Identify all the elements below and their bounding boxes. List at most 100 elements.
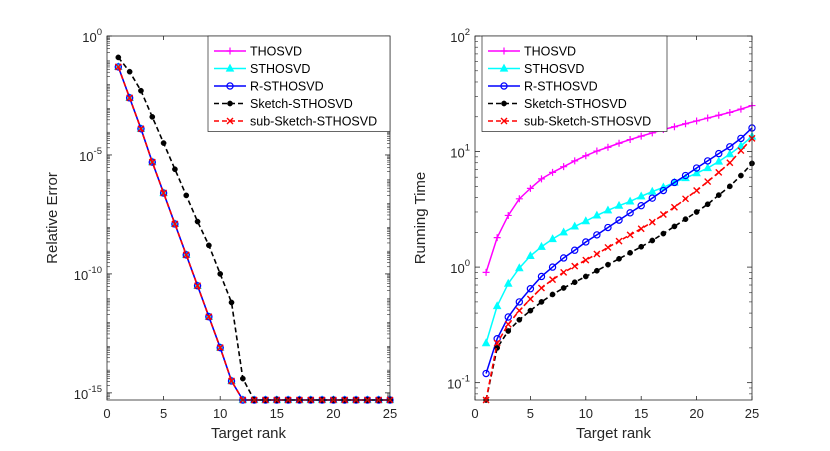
data-point-r-sthosvd (703, 157, 712, 165)
data-point-thosvd (549, 168, 557, 176)
y-tick-base: 10 (450, 146, 464, 161)
y-tick-label: 100 (82, 27, 102, 45)
data-point-sthosvd (515, 263, 524, 272)
legend: THOSVD STHOSVD R-STHOSVD Sketch-STHOSVD sub-… (481, 35, 668, 132)
legend-marker (226, 82, 234, 90)
data-point-sub-sketch-sthosvd (604, 243, 612, 251)
data-point-sketch-sthosvd (160, 140, 167, 146)
data-point-sketch-sthosvd (671, 223, 678, 230)
y-tick-base: 10 (450, 261, 464, 276)
legend-entry: THOSVD (524, 45, 576, 59)
data-point-sketch-sthosvd (516, 316, 523, 323)
data-point-r-sthosvd (171, 220, 179, 228)
x-tick-label: 20 (689, 406, 703, 421)
legend-entry: THOSVD (250, 45, 302, 59)
data-point-sthosvd (625, 196, 635, 205)
series-line-r-sthosvd (485, 127, 753, 374)
data-point-thosvd (515, 195, 523, 203)
x-tick-label: 5 (527, 406, 534, 421)
data-point-sketch-sthosvd (649, 237, 656, 244)
data-point-sketch-sthosvd (172, 166, 178, 173)
legend-marker (226, 47, 234, 55)
data-point-sub-sketch-sthosvd (648, 218, 656, 226)
legend: THOSVD STHOSVD R-STHOSVD Sketch-STHOSVD sub-… (207, 35, 391, 132)
data-point-sub-sketch-sthosvd (182, 251, 190, 259)
data-point-thosvd (493, 234, 501, 242)
data-point-sub-sketch-sthosvd (693, 187, 701, 195)
data-point-sub-sketch-sthosvd (637, 225, 645, 233)
data-point-r-sthosvd (726, 143, 734, 151)
data-point-r-sthosvd (114, 63, 123, 71)
data-point-r-sthosvd (692, 164, 701, 172)
data-point-sthosvd (703, 163, 712, 172)
y-tick-base: 10 (74, 387, 88, 402)
data-point-r-sthosvd (504, 313, 512, 321)
legend-entry: STHOSVD (524, 62, 584, 76)
data-point-sub-sketch-sthosvd (216, 344, 224, 352)
y-axis-label: Relative Error (44, 172, 61, 264)
data-point-r-sthosvd (659, 186, 668, 195)
legend-marker (225, 63, 235, 72)
data-point-thosvd (737, 105, 745, 113)
data-point-sketch-sthosvd (582, 273, 589, 280)
y-tick-base: 10 (74, 268, 88, 283)
data-point-sub-sketch-sthosvd (737, 147, 745, 155)
y-tick-label: 100 (450, 258, 470, 276)
data-point-sketch-sthosvd (594, 267, 600, 274)
data-point-sub-sketch-sthosvd (659, 211, 667, 219)
data-point-sub-sketch-sthosvd (137, 125, 145, 133)
y-tick-exponent: 0 (97, 27, 102, 38)
data-point-thosvd (482, 268, 490, 276)
data-point-sub-sketch-sthosvd (571, 262, 579, 270)
data-point-sketch-sthosvd (693, 209, 700, 215)
data-point-sketch-sthosvd (616, 255, 622, 262)
data-point-sub-sketch-sthosvd (593, 250, 601, 258)
data-point-thosvd (693, 117, 701, 125)
x-tick-label: 0 (471, 406, 478, 421)
data-point-sketch-sthosvd (138, 87, 144, 94)
y-tick-base: 10 (447, 377, 461, 392)
data-point-sketch-sthosvd (194, 218, 201, 225)
data-point-sub-sketch-sthosvd (626, 231, 634, 239)
data-point-thosvd (637, 132, 645, 140)
data-point-sub-sketch-sthosvd (126, 94, 134, 102)
data-point-sketch-sthosvd (505, 328, 512, 334)
legend-entry: R-STHOSVD (250, 80, 324, 94)
x-axis-label: Target rank (211, 425, 287, 442)
x-tick-label: 15 (270, 406, 284, 421)
y-tick-exponent: -1 (462, 374, 470, 385)
data-point-thosvd (726, 108, 734, 116)
data-point-r-sthosvd (715, 149, 723, 158)
legend-marker (500, 47, 508, 55)
x-tick-label: 0 (103, 406, 110, 421)
x-axis-label: Target rank (576, 425, 652, 442)
data-point-r-sthosvd (582, 238, 590, 246)
data-point-r-sthosvd (182, 251, 190, 259)
data-point-r-sthosvd (159, 189, 168, 197)
data-point-sub-sketch-sthosvd (228, 377, 236, 385)
y-tick-label: 10-10 (74, 265, 102, 283)
data-point-thosvd (582, 152, 590, 160)
data-point-sketch-sthosvd (183, 192, 190, 199)
data-point-sub-sketch-sthosvd (515, 307, 523, 315)
data-point-sketch-sthosvd (638, 243, 645, 250)
data-point-r-sthosvd (137, 125, 145, 133)
data-point-sub-sketch-sthosvd (114, 63, 122, 71)
data-point-sthosvd (581, 216, 591, 225)
data-point-thosvd (593, 147, 601, 155)
data-point-sub-sketch-sthosvd (504, 320, 512, 328)
data-point-r-sthosvd (148, 158, 156, 166)
data-point-r-sthosvd (681, 171, 690, 180)
y-tick-exponent: 1 (465, 143, 470, 154)
data-point-sub-sketch-sthosvd (171, 220, 179, 228)
series-group (481, 102, 757, 404)
y-tick-base: 10 (450, 30, 464, 45)
data-point-sub-sketch-sthosvd (726, 159, 734, 167)
data-point-sketch-sthosvd (682, 216, 689, 223)
y-tick-base: 10 (79, 149, 93, 164)
data-point-r-sthosvd (637, 201, 645, 210)
y-tick-label: 10-15 (74, 384, 102, 402)
data-point-sub-sketch-sthosvd (704, 178, 712, 186)
